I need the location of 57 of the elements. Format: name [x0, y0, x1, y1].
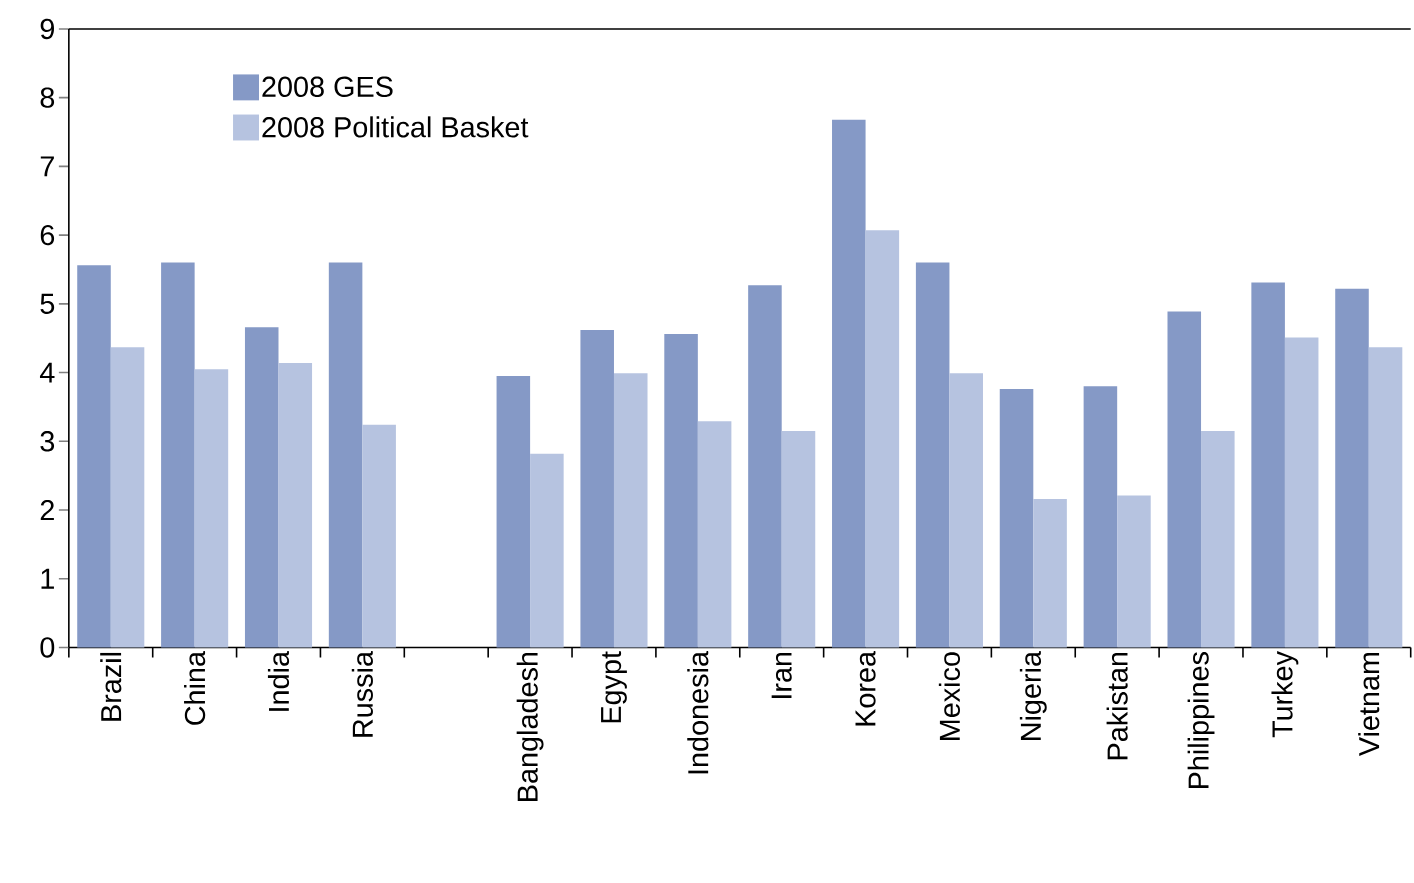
bar: [496, 376, 531, 648]
bar: [832, 119, 866, 648]
x-tick-label: Brazil: [100, 652, 122, 721]
bar: [613, 373, 648, 648]
bar: [278, 362, 313, 648]
x-tick-label: Russia: [351, 651, 373, 737]
legend-label: 2008 GES: [262, 76, 393, 98]
y-tick-label: 0: [40, 637, 55, 658]
bar: [1167, 311, 1202, 648]
bar: [1033, 499, 1067, 648]
bar: [781, 431, 816, 648]
x-tick-label: China: [184, 651, 206, 725]
x-tick-label: Turkey: [1271, 651, 1299, 738]
y-tick-label: 9: [40, 18, 54, 40]
x-tick-label: Bangladesh: [516, 652, 544, 801]
bar: [580, 329, 614, 648]
bar: [999, 389, 1034, 648]
legend-label: 2008 Political Basket: [262, 116, 529, 138]
bar: [1284, 337, 1319, 648]
x-tick-label: Iran: [771, 652, 792, 699]
bar: [949, 373, 983, 648]
y-tick-label: 8: [40, 87, 55, 108]
y-tick-label: 2: [40, 500, 54, 521]
bar: [1335, 288, 1369, 648]
x-tick-label: Philippines: [1187, 652, 1215, 789]
bar: [748, 285, 782, 648]
x-tick-label: India: [267, 651, 290, 711]
x-tick-label: Indonesia: [687, 651, 709, 774]
bar: [1117, 495, 1151, 648]
bar: [244, 327, 279, 648]
x-tick-label: Nigeria: [1019, 651, 1047, 740]
bar: [664, 334, 698, 648]
bar: [194, 369, 229, 648]
y-tick-label: 5: [40, 293, 55, 314]
bar: [161, 262, 195, 648]
bar: [77, 265, 111, 648]
y-tick-label: 4: [39, 362, 55, 383]
bar: [328, 262, 363, 648]
bar: [362, 424, 396, 648]
bar: [110, 347, 145, 648]
x-tick-label: Vietnam: [1358, 652, 1380, 757]
y-tick-label: 6: [40, 224, 55, 246]
x-tick-label: Korea: [855, 651, 876, 726]
y-tick-label: 1: [41, 568, 54, 589]
bar: [1251, 282, 1285, 648]
bar: [1201, 431, 1235, 648]
bar: [1083, 386, 1118, 648]
bar: [1368, 347, 1403, 648]
x-tick-label: Egypt: [601, 651, 627, 723]
x-tick-label: Mexico: [938, 652, 961, 740]
y-tick-label: 3: [40, 431, 55, 452]
y-tick-label: 7: [40, 156, 54, 177]
x-tick-label: Pakistan: [1106, 652, 1128, 760]
bar: [697, 421, 732, 648]
bar: [915, 262, 950, 648]
bar: [530, 453, 564, 648]
bar: [865, 230, 900, 648]
